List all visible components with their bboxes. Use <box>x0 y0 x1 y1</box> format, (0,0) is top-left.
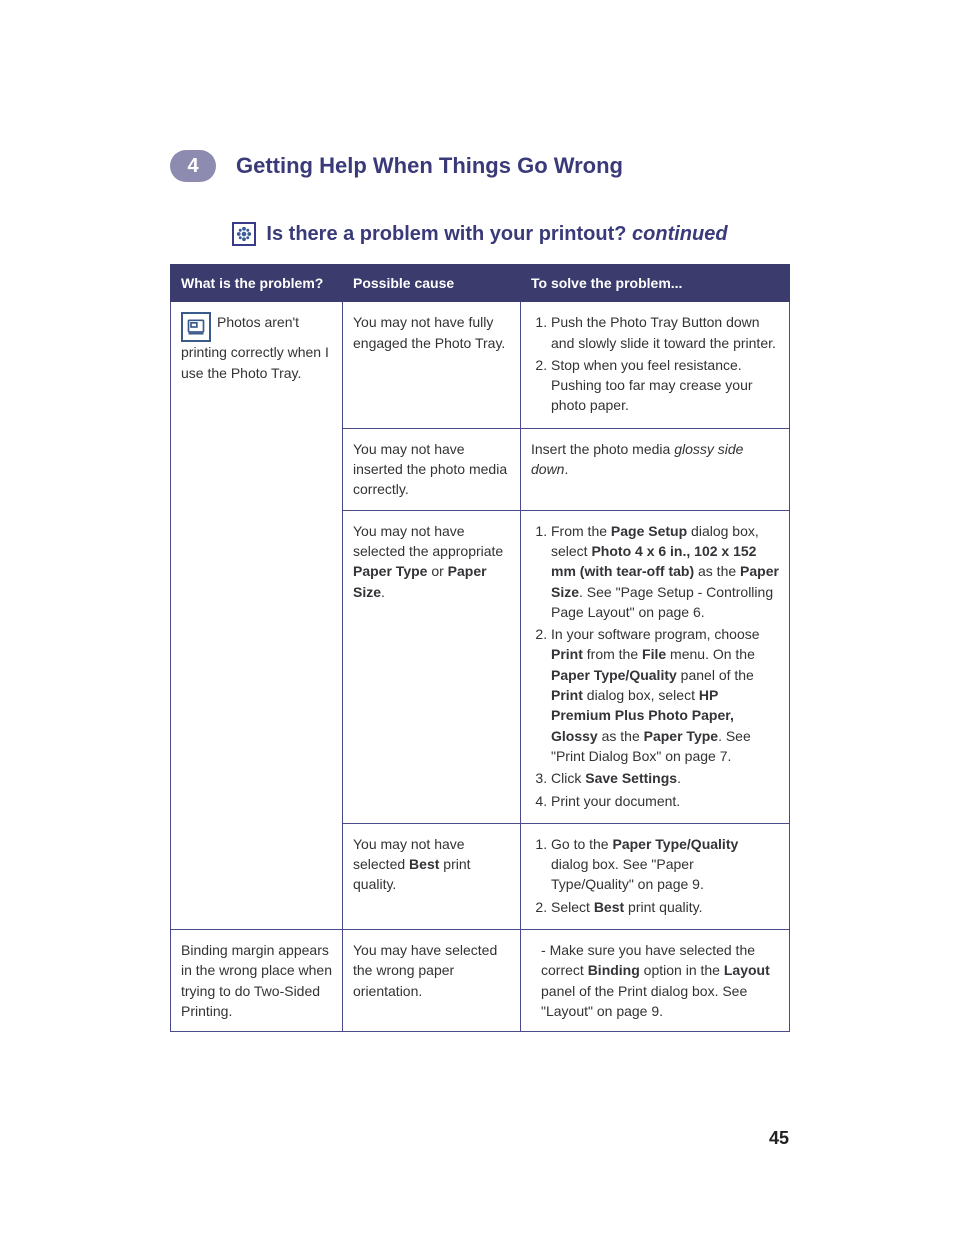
bold-text: Paper Type/Quality <box>551 667 677 683</box>
bold-text: Save Settings <box>585 770 677 786</box>
section-title-text: Is there a problem with your printout? <box>266 223 626 245</box>
text: Go to the <box>551 836 612 852</box>
text: dialog box, select <box>583 687 699 703</box>
col-problem-header: What is the problem? <box>171 265 343 302</box>
chapter-header: 4 Getting Help When Things Go Wrong <box>170 150 790 182</box>
flower-icon <box>232 222 256 246</box>
text: Click <box>551 770 585 786</box>
troubleshooting-table: What is the problem? Possible cause To s… <box>170 264 790 1032</box>
text: You may not have selected the appropriat… <box>353 523 503 559</box>
bold-text: Print <box>551 646 583 662</box>
page-number: 45 <box>769 1128 789 1149</box>
bold-text: Best <box>409 856 439 872</box>
text: . <box>564 461 568 477</box>
text: as the <box>598 728 644 744</box>
cause-cell: You may not have fully engaged the Photo… <box>343 302 521 428</box>
chapter-number-badge: 4 <box>170 150 216 182</box>
text: print quality. <box>624 899 702 915</box>
step: Click Save Settings. <box>551 768 779 788</box>
step: From the Page Setup dialog box, select P… <box>551 521 779 622</box>
bold-text: Print <box>551 687 583 703</box>
table-header-row: What is the problem? Possible cause To s… <box>171 265 790 302</box>
photo-tray-icon <box>181 312 211 342</box>
step: In your software program, choose Print f… <box>551 624 779 766</box>
text: . <box>677 770 681 786</box>
bold-text: Paper Type <box>353 563 427 579</box>
text: option in the <box>640 962 724 978</box>
section-title: Is there a problem with your printout? c… <box>266 223 727 246</box>
solve-cell: Go to the Paper Type/Quality dialog box.… <box>521 823 790 929</box>
text: panel of the <box>677 667 754 683</box>
text: . <box>381 584 385 600</box>
step: Go to the Paper Type/Quality dialog box.… <box>551 834 779 895</box>
text: In your software program, choose <box>551 626 760 642</box>
text: menu. On the <box>666 646 755 662</box>
text: panel of the Print dialog box. See "Layo… <box>541 983 747 1019</box>
section-header: Is there a problem with your printout? c… <box>170 222 790 246</box>
step: Push the Photo Tray Button down and slow… <box>551 312 779 353</box>
solve-cell: Push the Photo Tray Button down and slow… <box>521 302 790 428</box>
chapter-title: Getting Help When Things Go Wrong <box>236 153 623 179</box>
bold-text: Binding <box>588 962 640 978</box>
bold-text: Layout <box>724 962 770 978</box>
text: . See "Page Setup - Controlling Page Lay… <box>551 584 773 620</box>
bold-text: Paper Type <box>644 728 718 744</box>
solve-cell: Insert the photo media glossy side down. <box>521 428 790 510</box>
table-row: Binding margin appears in the wrong plac… <box>171 930 790 1032</box>
bold-text: Best <box>594 899 624 915</box>
table-row: Photos aren't printing correctly when I … <box>171 302 790 428</box>
solve-cell: Make sure you have selected the correct … <box>521 930 790 1032</box>
step: Stop when you feel resistance. Pushing t… <box>551 355 779 416</box>
solve-cell: From the Page Setup dialog box, select P… <box>521 510 790 823</box>
bold-text: File <box>642 646 666 662</box>
text: Insert the photo media <box>531 441 674 457</box>
cause-cell: You may not have selected the appropriat… <box>343 510 521 823</box>
step: Select Best print quality. <box>551 897 779 917</box>
text: as the <box>694 563 740 579</box>
bullet: Make sure you have selected the correct … <box>541 940 779 1021</box>
step: Print your document. <box>551 791 779 811</box>
problem-rest: printing correctly when I use the Photo … <box>181 344 329 380</box>
bold-text: Page Setup <box>611 523 687 539</box>
cause-cell: You may not have selected Best print qua… <box>343 823 521 929</box>
text: From the <box>551 523 611 539</box>
problem-lead: Photos aren't <box>217 312 299 332</box>
page-content: 4 Getting Help When Things Go Wrong Is t… <box>170 150 790 1032</box>
bold-text: Paper Type/Quality <box>612 836 738 852</box>
problem-cell: Binding margin appears in the wrong plac… <box>171 930 343 1032</box>
text: dialog box. See "Paper Type/Quality" on … <box>551 856 704 892</box>
text: Select <box>551 899 594 915</box>
text: from the <box>583 646 642 662</box>
text: or <box>427 563 447 579</box>
col-cause-header: Possible cause <box>343 265 521 302</box>
cause-cell: You may not have inserted the photo medi… <box>343 428 521 510</box>
col-solve-header: To solve the problem... <box>521 265 790 302</box>
problem-cell: Photos aren't printing correctly when I … <box>171 302 343 930</box>
section-title-suffix: continued <box>632 223 728 245</box>
cause-cell: You may have selected the wrong paper or… <box>343 930 521 1032</box>
